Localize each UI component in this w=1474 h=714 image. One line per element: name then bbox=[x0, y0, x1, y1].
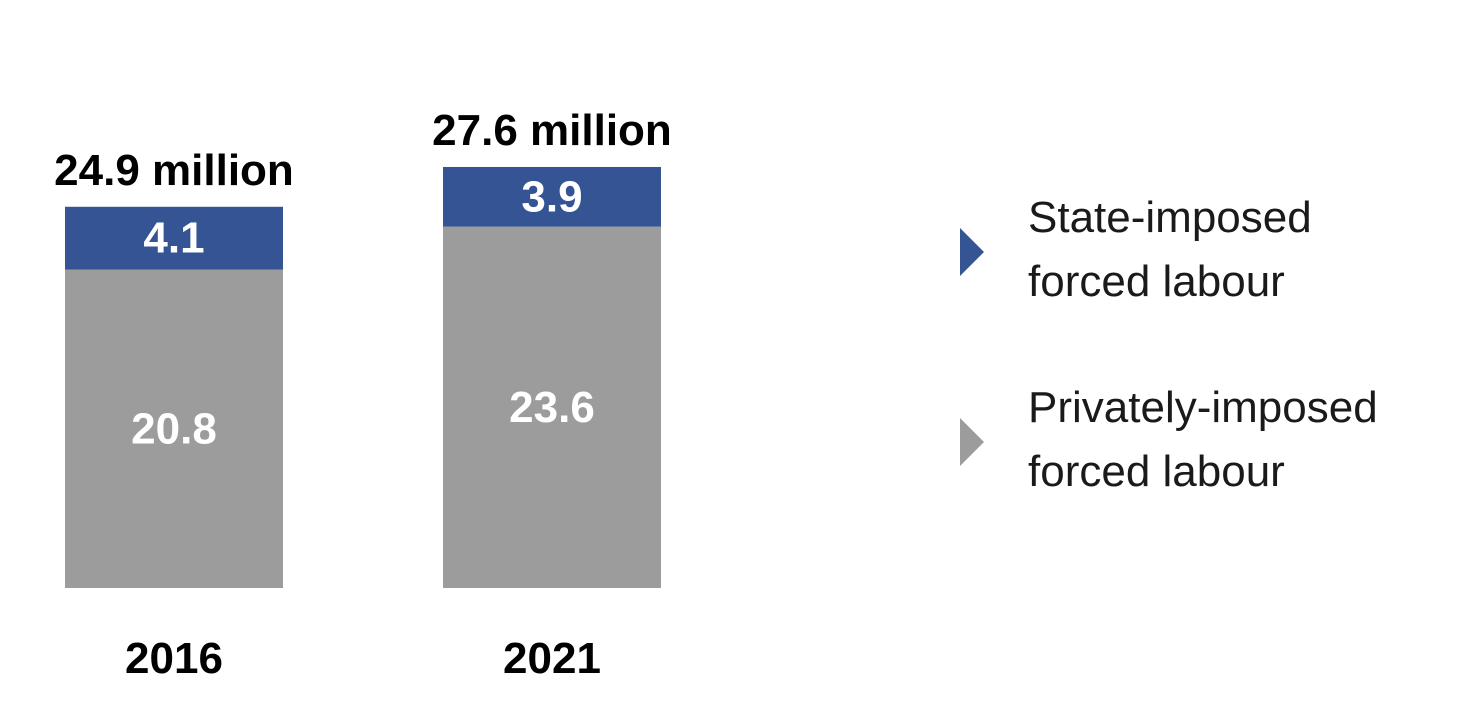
legend-label: State-imposed bbox=[1028, 193, 1312, 242]
bar-total-label: 24.9 million bbox=[54, 146, 294, 195]
x-tick-label: 2021 bbox=[503, 634, 601, 683]
legend-label: forced labour bbox=[1028, 447, 1285, 496]
x-tick-label: 2016 bbox=[125, 634, 223, 683]
segment-value-label: 3.9 bbox=[521, 172, 582, 221]
segment-value-label: 4.1 bbox=[143, 214, 204, 263]
bar-segment bbox=[443, 166, 661, 227]
bar-total-label: 27.6 million bbox=[432, 106, 672, 155]
legend-marker-icon bbox=[960, 228, 984, 276]
bar-segment bbox=[65, 206, 283, 270]
bar-segment bbox=[65, 269, 283, 588]
bar-segment bbox=[443, 226, 661, 588]
legend-marker-icon bbox=[960, 418, 984, 466]
segment-value-label: 20.8 bbox=[131, 404, 217, 453]
legend-label: forced labour bbox=[1028, 257, 1285, 306]
segment-value-label: 23.6 bbox=[509, 383, 595, 432]
legend-label: Privately-imposed bbox=[1028, 383, 1378, 432]
